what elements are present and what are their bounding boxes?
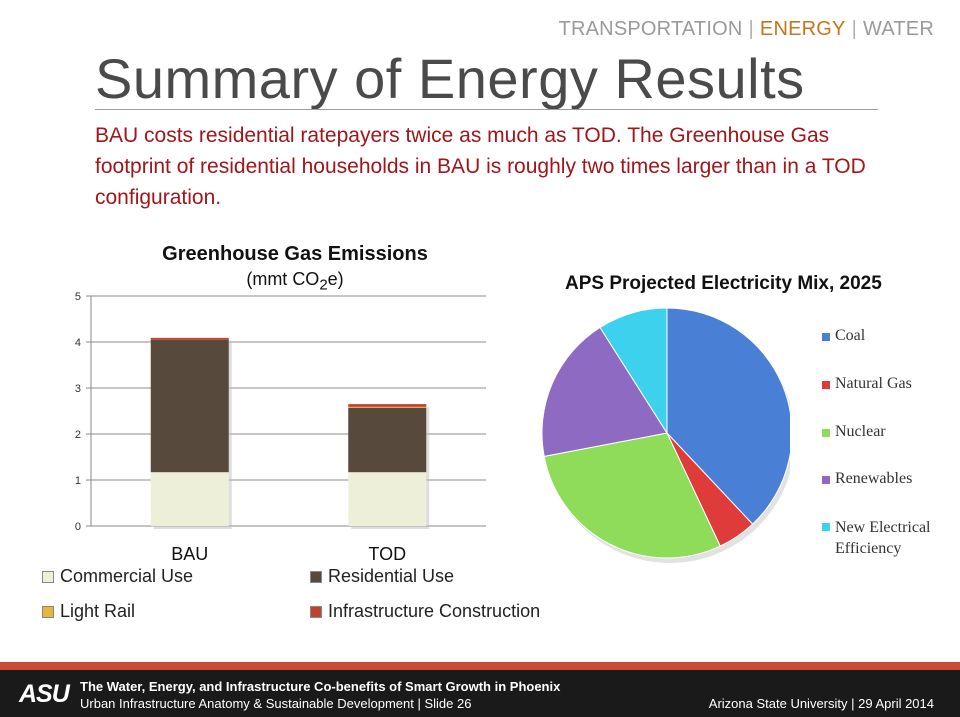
legend-infrastructure: Infrastructure Construction xyxy=(310,601,540,622)
pie-label-renewables: Renewables xyxy=(835,470,913,487)
nav-separator: | xyxy=(851,18,857,40)
nav-transportation: TRANSPORTATION xyxy=(558,18,743,40)
ytick-label-4: 4 xyxy=(75,337,81,349)
unit-subscript: 2 xyxy=(319,276,328,294)
pie-label-natural-gas: Natural Gas xyxy=(835,375,912,392)
bar-chart: 0 1 2 3 4 5 BAU TOD xyxy=(75,291,486,564)
pie-swatch-natural-gas xyxy=(822,381,830,389)
pie-legend-nuclear: Nuclear xyxy=(822,423,886,441)
slide-title: Summary of Energy Results xyxy=(95,47,805,110)
unit-prefix: (mmt CO xyxy=(246,269,320,289)
bar-BAU-infrastructure-construction xyxy=(150,337,229,340)
legend-label-infrastructure: Infrastructure Construction xyxy=(328,601,541,621)
pie-slice-coal xyxy=(666,307,790,525)
pie-swatch-renewables xyxy=(822,476,830,484)
legend-label-commercial: Commercial Use xyxy=(60,566,194,586)
ytick-label-3: 3 xyxy=(75,383,81,395)
bar-chart-title: Greenhouse Gas Emissions xyxy=(162,243,428,265)
xtick-label-BAU: BAU xyxy=(171,544,208,564)
pie-swatch-coal xyxy=(822,333,830,341)
footer-accent-band xyxy=(0,662,960,670)
ytick-label-1: 1 xyxy=(75,475,81,487)
pie-chart xyxy=(541,307,790,563)
slide-subtitle: BAU costs residential ratepayers twice a… xyxy=(95,124,866,209)
pie-legend-natural-gas: Natural Gas xyxy=(822,375,912,393)
legend-residential: Residential Use xyxy=(310,566,454,587)
footer-institution-date: Arizona State University | 29 April 2014 xyxy=(708,696,934,711)
bar-BAU-residential-use xyxy=(150,339,229,473)
section-nav: TRANSPORTATION | ENERGY | WATER xyxy=(559,18,934,41)
pie-chart-title: APS Projected Electricity Mix, 2025 xyxy=(565,273,882,294)
footer: ASU The Water, Energy, and Infrastructur… xyxy=(0,670,960,717)
pie-label-efficiency: New Electrical Efficiency xyxy=(835,519,931,557)
pie-slice-new-electrical-efficiency xyxy=(599,307,668,435)
bar-TOD-light-rail xyxy=(348,406,427,408)
xtick-label-TOD: TOD xyxy=(368,544,406,564)
bar-chart-unit: (mmt CO2e) xyxy=(130,269,460,294)
legend-light-rail: Light Rail xyxy=(42,601,135,622)
pie-label-nuclear: Nuclear xyxy=(835,423,886,440)
legend-swatch-residential xyxy=(310,570,322,583)
ytick-label-2: 2 xyxy=(75,429,81,441)
bar-TOD-residential-use xyxy=(348,407,427,473)
legend-swatch-light-rail xyxy=(42,605,54,618)
legend-swatch-infrastructure xyxy=(310,605,322,618)
pie-swatch-nuclear xyxy=(822,429,830,437)
footer-subtitle: Urban Infrastructure Anatomy & Sustainab… xyxy=(80,696,472,711)
pie-slice-renewables xyxy=(541,326,668,458)
legend-swatch-commercial xyxy=(42,570,54,583)
footer-title: The Water, Energy, and Infrastructure Co… xyxy=(80,679,561,694)
ytick-label-0: 0 xyxy=(75,521,81,533)
pie-legend-renewables: Renewables xyxy=(822,470,912,488)
legend-commercial: Commercial Use xyxy=(42,566,193,587)
pie-slice-nuclear xyxy=(543,432,721,559)
bar-TOD-infrastructure-construction xyxy=(348,404,427,407)
unit-suffix: e) xyxy=(327,269,344,289)
pie-label-coal: Coal xyxy=(835,327,866,344)
pie-legend-efficiency: New Electrical Efficiency xyxy=(822,517,952,559)
legend-label-residential: Residential Use xyxy=(328,566,455,586)
bar-BAU-commercial-use xyxy=(150,472,229,526)
nav-separator: | xyxy=(748,18,754,40)
pie-swatch-efficiency xyxy=(822,523,830,531)
nav-water: WATER xyxy=(863,18,934,40)
pie-legend-coal: Coal xyxy=(822,327,865,345)
bar-TOD-commercial-use xyxy=(348,472,427,526)
legend-label-light-rail: Light Rail xyxy=(60,601,136,621)
nav-energy: ENERGY xyxy=(759,18,846,40)
ytick-label-5: 5 xyxy=(75,291,81,303)
title-divider xyxy=(95,109,878,110)
asu-logo: ASU xyxy=(19,680,70,708)
